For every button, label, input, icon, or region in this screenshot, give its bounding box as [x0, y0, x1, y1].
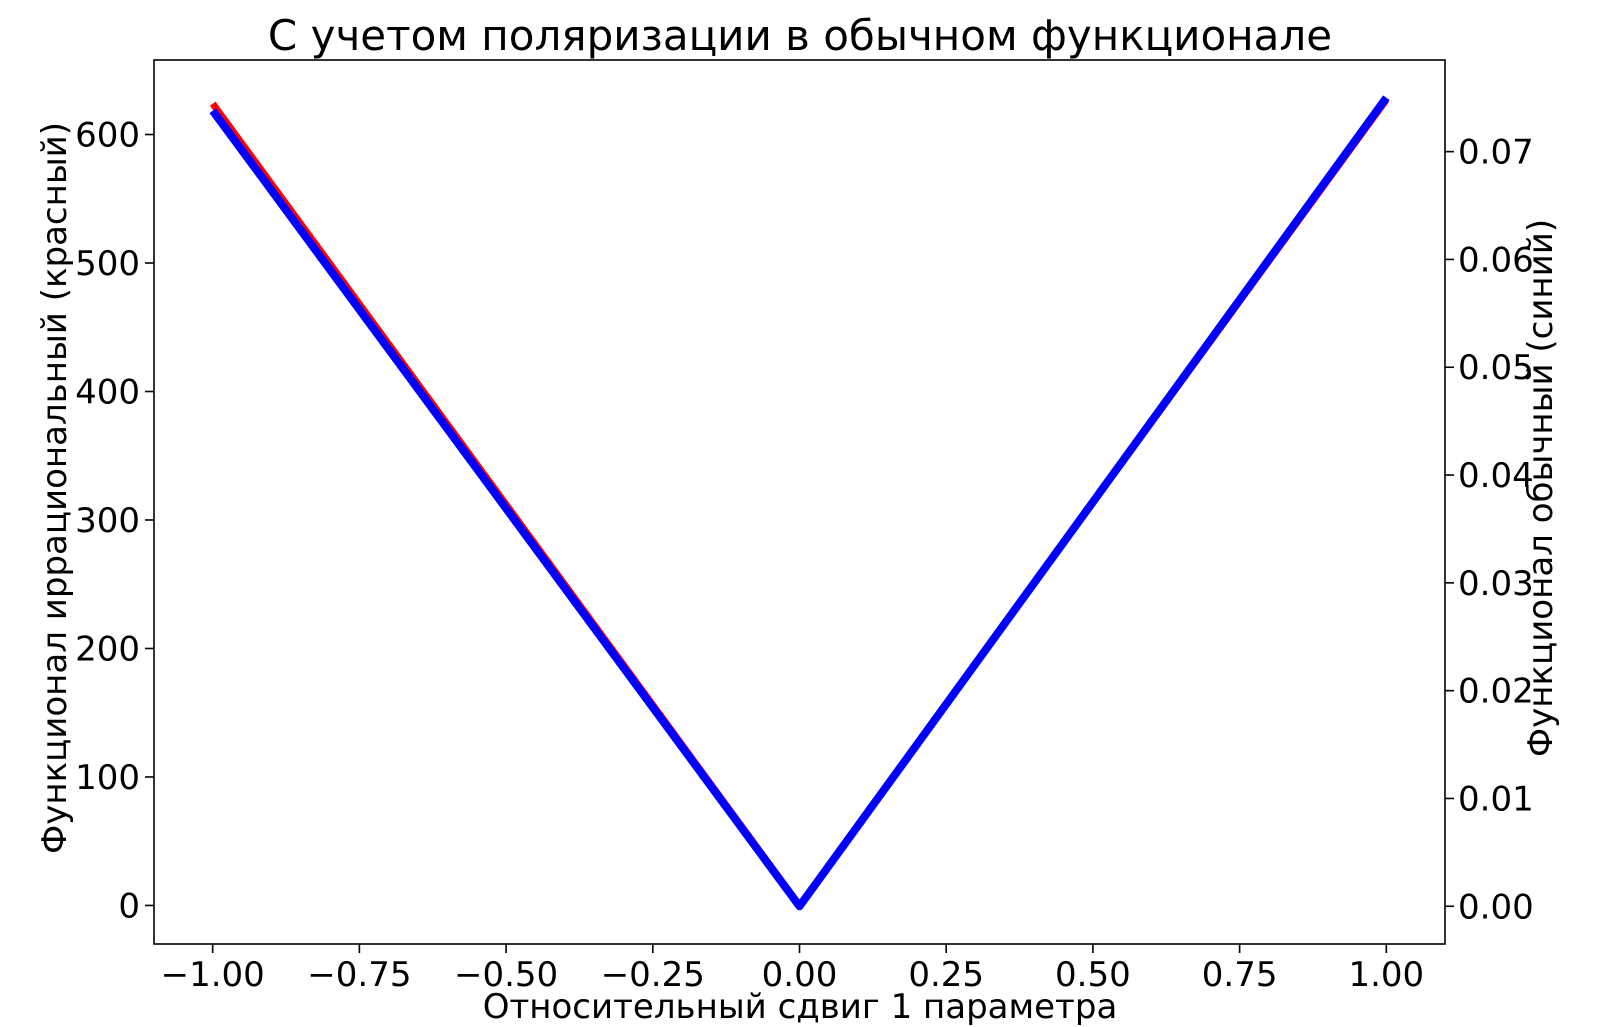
x-tick-label: 0.00	[762, 955, 838, 995]
y-right-tick-label: 0.00	[1458, 887, 1534, 927]
y-right-tick-label: 0.03	[1458, 564, 1534, 604]
x-tick-label: −0.25	[601, 955, 705, 995]
x-tick-label: 1.00	[1348, 955, 1424, 995]
series-layer	[209, 95, 1390, 911]
y-left-tick-label: 100	[75, 758, 140, 798]
x-tick-label: −1.00	[161, 955, 265, 995]
y-left-tick-label: 400	[75, 373, 140, 413]
y-left-tick-label: 0	[118, 886, 140, 926]
y-left-tick-label: 600	[75, 116, 140, 156]
ticks-layer: −1.00 −0.75 −0.50 −0.25 0.00 0.25 0.50 0.75 1.00…	[75, 116, 1534, 995]
y-right-tick-label: 0.02	[1458, 672, 1534, 712]
y-left-tick-label: 300	[75, 501, 140, 541]
series-right-line	[209, 95, 1390, 911]
y-axis-left-label: Функционал иррациональный (красный)	[35, 122, 75, 854]
x-tick-label: 0.50	[1055, 955, 1131, 995]
x-tick-label: 0.75	[1202, 955, 1278, 995]
series-left-line	[209, 97, 1390, 909]
y-right-tick-label: 0.07	[1458, 133, 1534, 173]
y-left-tick-label: 500	[75, 244, 140, 284]
x-tick-label: −0.50	[454, 955, 558, 995]
y-right-tick-label: 0.01	[1458, 779, 1534, 819]
x-tick-label: −0.75	[307, 955, 411, 995]
x-tick-label: 0.25	[908, 955, 984, 995]
y-left-tick-label: 200	[75, 629, 140, 669]
y-right-tick-label: 0.06	[1458, 240, 1534, 280]
x-axis-label: Относительный сдвиг 1 параметра	[483, 987, 1118, 1027]
y-right-tick-label: 0.04	[1458, 456, 1534, 496]
y-axis-right-label: Функционал обычный (синий)	[1521, 219, 1561, 757]
y-right-tick-label: 0.05	[1458, 348, 1534, 388]
plot-frame	[153, 59, 1446, 945]
chart-title: С учетом поляризации в обычном функциона…	[268, 11, 1332, 60]
